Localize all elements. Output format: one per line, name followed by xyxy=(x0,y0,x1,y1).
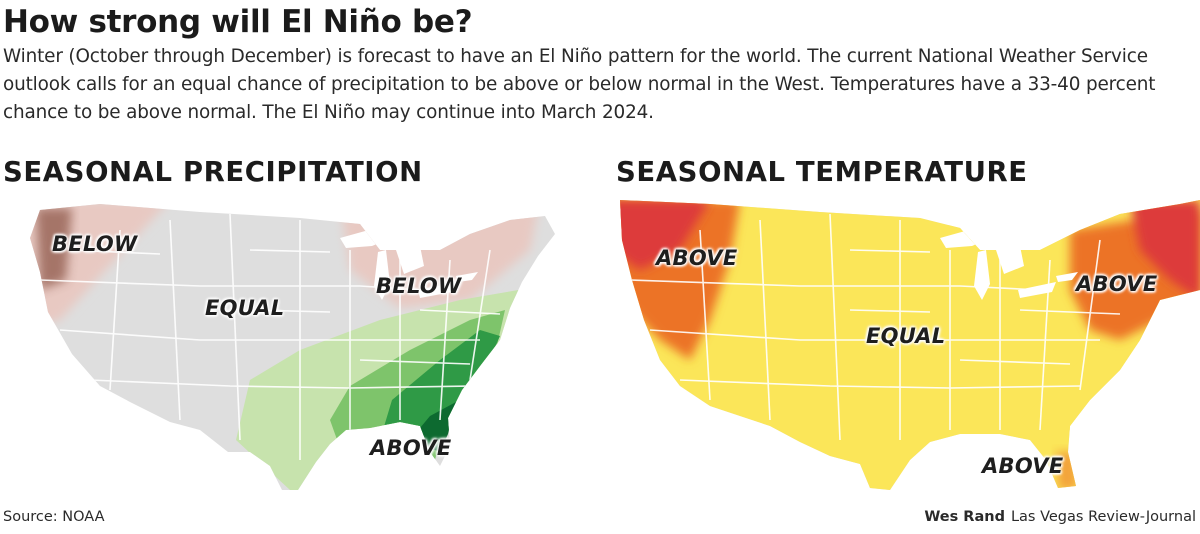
byline: Wes Rand Las Vegas Review-Journal xyxy=(924,509,1196,525)
precip-label-northwest: BELOW xyxy=(52,232,138,256)
intro-paragraph: Winter (October through December) is for… xyxy=(3,46,1156,123)
temp-label-center: EQUAL xyxy=(866,324,946,348)
below-zone-northwest-dark xyxy=(36,208,72,290)
author-name: Wes Rand xyxy=(924,509,1005,525)
temp-label-northeast: ABOVE xyxy=(1076,272,1158,296)
temp-label-northwest: ABOVE xyxy=(656,246,738,270)
above-zone-dark xyxy=(380,330,500,450)
publication-name: Las Vegas Review-Journal xyxy=(1010,509,1196,525)
temperature-map: ABOVE EQUAL ABOVE ABOVE xyxy=(600,190,1200,510)
precip-label-center: EQUAL xyxy=(205,296,285,320)
headline: How strong will El Niño be? xyxy=(3,4,473,40)
state-lines xyxy=(39,213,501,460)
great-lakes xyxy=(340,228,478,300)
temp-label-south: ABOVE xyxy=(982,454,1064,478)
temperature-heading: SEASONAL TEMPERATURE xyxy=(616,156,1028,188)
precip-label-southeast: ABOVE xyxy=(370,436,452,460)
source-credit: Source: NOAA xyxy=(3,509,105,525)
above-zone-northeast-red xyxy=(1130,200,1200,300)
precipitation-map: BELOW EQUAL BELOW ABOVE xyxy=(0,190,595,510)
precipitation-heading: SEASONAL PRECIPITATION xyxy=(3,156,423,188)
above-zone-west-red xyxy=(620,200,710,270)
precip-label-great-lakes: BELOW xyxy=(376,274,462,298)
